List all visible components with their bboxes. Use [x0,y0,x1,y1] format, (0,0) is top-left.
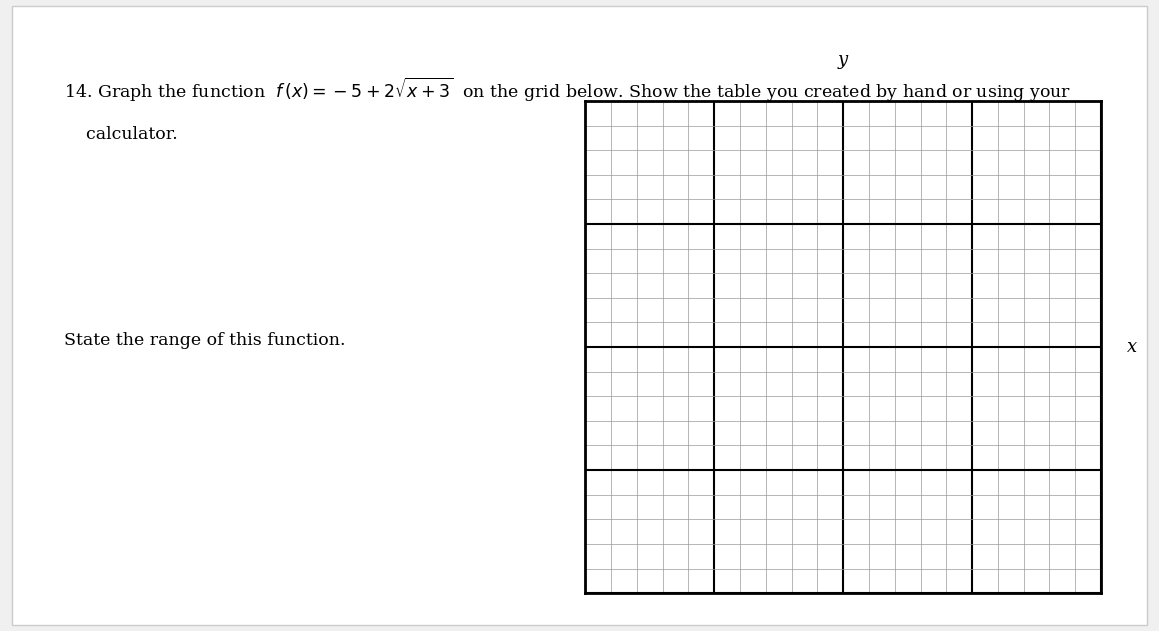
Text: calculator.: calculator. [64,126,177,143]
Text: State the range of this function.: State the range of this function. [64,333,345,349]
Text: y: y [838,51,848,69]
Text: x: x [1127,338,1137,356]
Text: 14. Graph the function  $f\,(x)=-5+2\sqrt{x+3}$  on the grid below. Show the tab: 14. Graph the function $f\,(x)=-5+2\sqrt… [64,76,1071,103]
